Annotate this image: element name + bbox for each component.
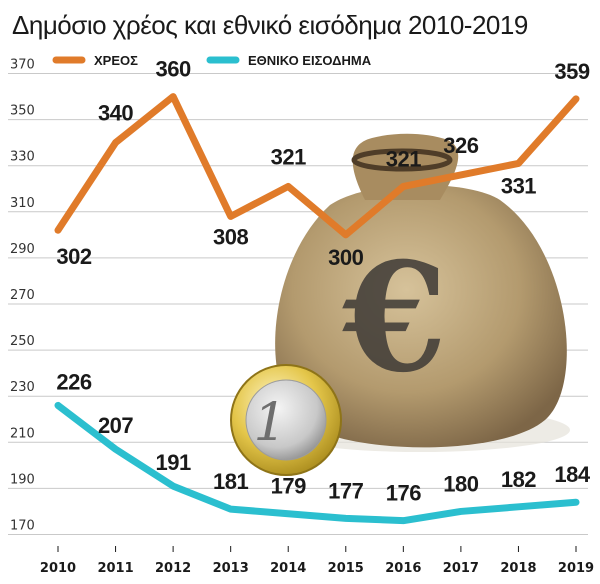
y-tick-label: 230 (10, 380, 35, 395)
y-tick-label: 310 (10, 196, 35, 211)
data-label: 308 (213, 224, 248, 249)
data-label: 226 (56, 369, 91, 394)
svg-text:1: 1 (253, 393, 286, 453)
data-labels: 302 340 360 308 321 300 321 326 331 359 226 207 191 1… (56, 57, 591, 506)
data-label: 176 (386, 481, 421, 506)
y-tick-label: 210 (10, 426, 35, 441)
y-tick-label: 170 (10, 518, 35, 533)
data-label: 321 (271, 144, 306, 169)
data-label: 182 (501, 467, 536, 492)
x-tick-label: 2018 (500, 561, 536, 576)
series-line-1 (54, 401, 580, 525)
legend-label: ΕΘΝΙΚΟ ΕΙΣΟΔΗΜΑ (248, 53, 372, 68)
money-bag-illustration: € (270, 133, 570, 452)
x-tick-label: 2013 (213, 561, 249, 576)
data-label: 191 (156, 450, 191, 475)
legend: ΧΡΕΟΣ ΕΘΝΙΚΟ ΕΙΣΟΔΗΜΑ (52, 53, 372, 68)
x-tick-label: 2016 (385, 561, 421, 576)
data-label: 326 (443, 133, 478, 158)
x-tick-label: 2015 (328, 561, 364, 576)
data-label: 359 (554, 59, 589, 84)
data-label: 331 (501, 173, 536, 198)
svg-text:€: € (342, 230, 447, 406)
axes: 370 350 330 310 290 270 250 230 210 190 170 2010 201… (10, 58, 594, 576)
data-label: 207 (98, 413, 133, 438)
data-label: 300 (328, 245, 363, 270)
data-label: 321 (386, 146, 421, 171)
data-label: 177 (328, 478, 363, 503)
x-tick-label: 2011 (97, 561, 133, 576)
x-tick-label: 2019 (558, 561, 594, 576)
chart-title: Δημόσιο χρέος και εθνικό εισόδημα 2010-2… (12, 10, 528, 40)
y-tick-label: 370 (10, 58, 35, 73)
x-tick-label: 2010 (40, 561, 76, 576)
series-layer (54, 93, 580, 525)
data-label: 302 (56, 244, 91, 269)
x-tick-label: 2017 (443, 561, 479, 576)
y-tick-label: 350 (10, 104, 35, 119)
x-tick-label: 2014 (270, 561, 306, 576)
data-label: 340 (98, 101, 133, 126)
y-tick-label: 290 (10, 242, 35, 257)
euro-coin-illustration: 1 (230, 364, 342, 476)
y-tick-label: 190 (10, 472, 35, 487)
series-line-0 (54, 93, 580, 239)
y-tick-label: 330 (10, 150, 35, 165)
data-label: 180 (443, 471, 478, 496)
y-tick-label: 250 (10, 334, 35, 349)
data-label: 181 (213, 469, 248, 494)
y-tick-label: 270 (10, 288, 35, 303)
data-label: 179 (271, 474, 306, 499)
x-tick-label: 2012 (155, 561, 191, 576)
legend-label: ΧΡΕΟΣ (94, 53, 138, 68)
data-label: 184 (554, 462, 590, 487)
data-label: 360 (156, 57, 191, 82)
